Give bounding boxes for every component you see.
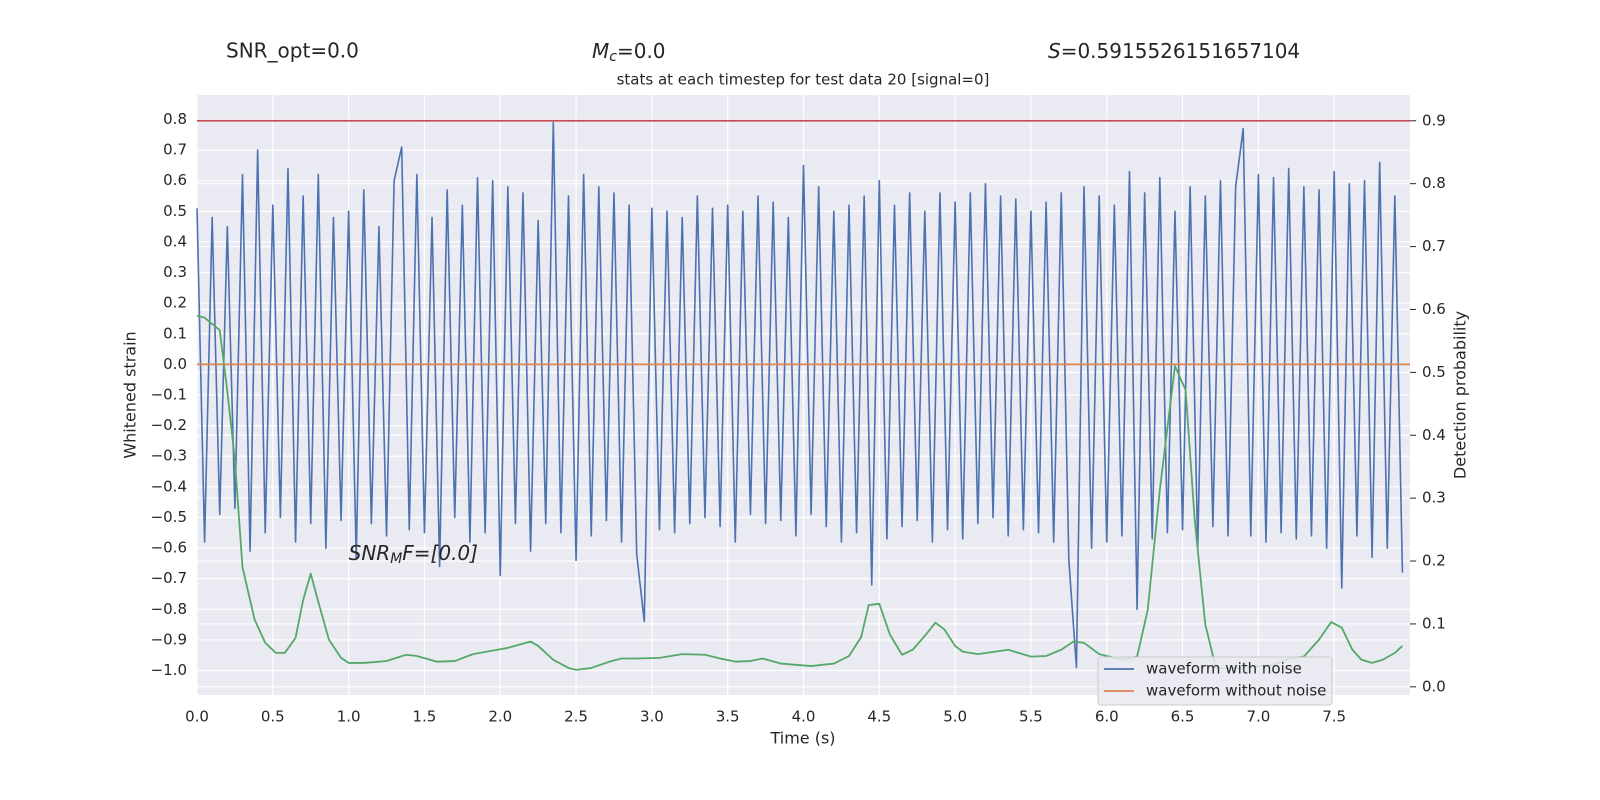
x-axis-label: Time (s): [769, 729, 835, 748]
legend-box: [1097, 656, 1333, 706]
y2-tick-label: 0.5: [1422, 363, 1446, 381]
y-tick-label: 0.2: [163, 294, 187, 312]
annotation-part: S: [1048, 39, 1061, 63]
x-tick-label: 6.5: [1171, 708, 1195, 726]
x-tick-label: 1.5: [413, 708, 437, 726]
y-tick-label: 0.3: [163, 263, 187, 281]
x-tick-label: 3.5: [716, 708, 740, 726]
y-axis-label: Whitened strain: [121, 331, 140, 458]
series-line: [196, 314, 1404, 671]
annotation: SNRMF=[0.0]: [349, 541, 478, 568]
x-tick-label: 4.5: [867, 708, 891, 726]
y-tick-label: 0.6: [163, 171, 187, 189]
y-tick-label: −0.6: [151, 539, 187, 557]
y2-axis-label: Detection probability: [1451, 311, 1470, 479]
y-tick-label: −0.7: [151, 569, 187, 587]
y2-tick-label: 0.1: [1422, 614, 1446, 632]
annotation: Mc=0.0: [592, 39, 666, 66]
y2-tick-label: 0.6: [1422, 300, 1446, 318]
legend-label: waveform with noise: [1146, 660, 1302, 678]
y-tick-label: −0.1: [151, 386, 187, 404]
x-tick-label: 1.0: [337, 708, 361, 726]
y2-tick-label: 0.3: [1422, 489, 1446, 507]
y-tick-label: 0.7: [163, 141, 187, 159]
annotation: SNR_opt=0.0: [226, 39, 359, 63]
y2-tick-label: 0.8: [1422, 174, 1446, 192]
y2-tick-label: 0.2: [1422, 552, 1446, 570]
y-tick-label: −0.3: [151, 447, 187, 465]
annotation-part: SNR: [349, 541, 391, 565]
x-tick-label: 2.5: [564, 708, 588, 726]
annotation-part: =0.5915526151657104: [1061, 39, 1300, 63]
y-tick-label: 0.0: [163, 355, 187, 373]
annotation-part: M: [390, 551, 402, 567]
annotation-part: =0.0: [617, 39, 666, 63]
y-tick-label: −0.5: [151, 508, 187, 526]
annotation: S=0.5915526151657104: [1048, 39, 1300, 63]
x-tick-label: 5.5: [1019, 708, 1043, 726]
y-tick-label: 0.1: [163, 324, 187, 342]
x-tick-label: 6.0: [1095, 708, 1119, 726]
x-tick-label: 7.0: [1246, 708, 1270, 726]
y2-tick-label: 0.4: [1422, 426, 1446, 444]
annotation-part: M: [592, 39, 609, 63]
marks: [196, 119, 1410, 671]
x-tick-label: 2.0: [488, 708, 512, 726]
annotation-part: F=[0.0]: [402, 541, 478, 565]
x-tick-label: 4.0: [792, 708, 816, 726]
y-tick-label: 0.8: [163, 110, 187, 128]
y-tick-label: 0.4: [163, 232, 187, 250]
y2-tick-label: 0.7: [1422, 237, 1446, 255]
y2-tick-label: 0.0: [1422, 677, 1446, 695]
x-tick-label: 0.0: [185, 708, 209, 726]
annotation-part: c: [609, 49, 617, 65]
series-line: [196, 121, 1404, 669]
y-tick-label: 0.5: [163, 202, 187, 220]
y-tick-label: −0.9: [151, 630, 187, 648]
legend-label: waveform without noise: [1146, 682, 1326, 700]
y-tick-label: −0.4: [151, 477, 187, 495]
y2-tick-label: 0.9: [1422, 111, 1446, 129]
x-tick-label: 5.0: [943, 708, 967, 726]
x-tick-label: 0.5: [261, 708, 285, 726]
x-tick-label: 3.0: [640, 708, 664, 726]
y-tick-label: −0.8: [151, 600, 187, 618]
y-tick-label: −1.0: [151, 661, 187, 679]
x-tick-label: 7.5: [1322, 708, 1346, 726]
y-tick-label: −0.2: [151, 416, 187, 434]
chart-title: stats at each timestep for test data 20 …: [617, 71, 990, 89]
foreground: 0.0 0.5 1.0 1.5 2.0 2.5 3.0 3.5 4.0 4.5 5.0 5.5 6.0 6…: [151, 110, 1446, 726]
